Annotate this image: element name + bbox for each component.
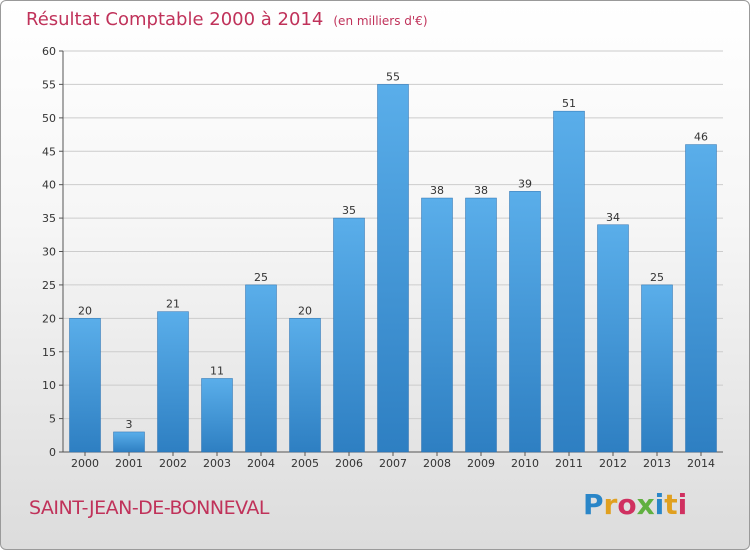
bar [377, 84, 409, 453]
bar [553, 110, 585, 453]
bar-value-label: 21 [166, 298, 180, 311]
chart-title: Résultat Comptable 2000 à 2014 (en millie… [26, 9, 428, 30]
x-tick-label: 2010 [511, 457, 539, 470]
x-tick-label: 2002 [159, 457, 187, 470]
logo-letter: x [636, 488, 655, 521]
bar [69, 318, 101, 453]
logo-letter: P [583, 488, 604, 521]
x-tick-label: 2005 [291, 457, 319, 470]
bar-value-label: 39 [518, 177, 532, 190]
bar [201, 378, 233, 453]
y-tick-label: 35 [42, 212, 56, 225]
place-name: SAINT-JEAN-DE-BONNEVAL [29, 497, 269, 519]
logo-letter: r [603, 488, 618, 521]
y-tick-label: 55 [42, 78, 56, 91]
bar-value-label: 38 [474, 184, 488, 197]
chart-subtitle: (en milliers d'€) [333, 14, 428, 28]
x-tick-label: 2011 [555, 457, 583, 470]
logo-letter: i [677, 488, 688, 521]
x-tick-label: 2014 [687, 457, 715, 470]
y-tick-label: 30 [42, 246, 56, 259]
y-tick-label: 50 [42, 112, 56, 125]
x-tick-label: 2012 [599, 457, 627, 470]
y-tick-label: 10 [42, 379, 56, 392]
bar [289, 318, 321, 453]
bar-value-label: 20 [298, 304, 312, 317]
y-tick-label: 45 [42, 145, 56, 158]
y-tick-label: 15 [42, 346, 56, 359]
bar [333, 217, 365, 453]
x-tick-label: 2013 [643, 457, 671, 470]
bar [245, 284, 277, 453]
bar-value-label: 25 [650, 271, 664, 284]
y-tick-label: 40 [42, 179, 56, 192]
bar-value-label: 25 [254, 271, 268, 284]
x-tick-label: 2009 [467, 457, 495, 470]
y-tick-label: 60 [42, 45, 56, 58]
bar-value-label: 51 [562, 97, 576, 110]
proxiti-logo: Proxiti [583, 488, 687, 521]
bar-value-label: 20 [78, 304, 92, 317]
bar-value-label: 55 [386, 70, 400, 83]
bar-value-label: 34 [606, 211, 620, 224]
bar [113, 431, 145, 453]
bar-value-label: 35 [342, 204, 356, 217]
y-tick-label: 20 [42, 312, 56, 325]
x-tick-label: 2000 [71, 457, 99, 470]
bar-value-label: 11 [210, 364, 224, 377]
y-tick-label: 25 [42, 279, 56, 292]
x-tick-label: 2006 [335, 457, 363, 470]
bar-value-label: 3 [126, 418, 133, 431]
bar [597, 224, 629, 453]
bar [421, 197, 453, 453]
x-tick-label: 2001 [115, 457, 143, 470]
bar [509, 191, 541, 453]
x-tick-label: 2004 [247, 457, 275, 470]
bar-value-label: 46 [694, 131, 708, 144]
y-tick-label: 5 [49, 413, 56, 426]
bar [685, 144, 717, 453]
x-tick-label: 2007 [379, 457, 407, 470]
bar-value-label: 38 [430, 184, 444, 197]
logo-letter: i [654, 488, 665, 521]
bar [157, 311, 189, 453]
bar [465, 197, 497, 453]
logo-letter: t [664, 488, 678, 521]
x-tick-label: 2003 [203, 457, 231, 470]
logo-letter: o [617, 488, 637, 521]
y-tick-label: 0 [49, 446, 56, 459]
title-text: Résultat Comptable 2000 à 2014 [26, 9, 324, 30]
x-tick-label: 2008 [423, 457, 451, 470]
bar [641, 284, 673, 453]
